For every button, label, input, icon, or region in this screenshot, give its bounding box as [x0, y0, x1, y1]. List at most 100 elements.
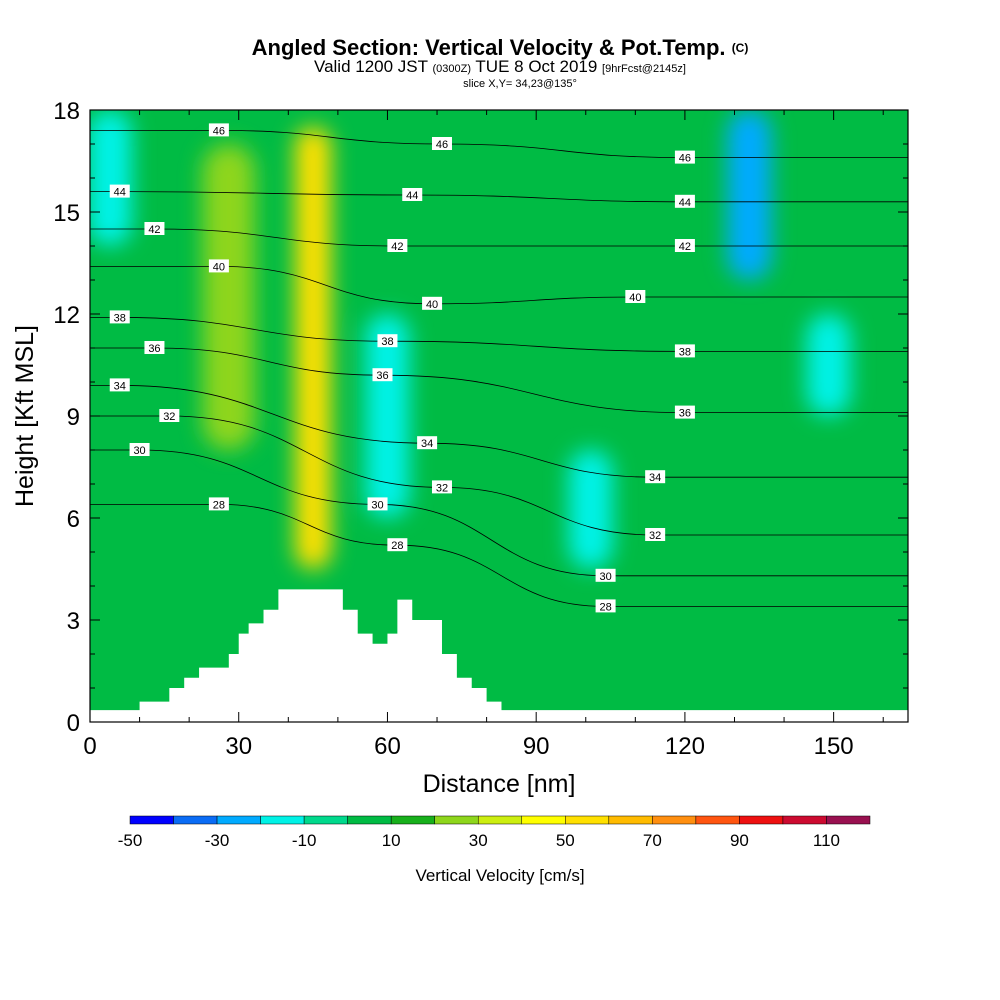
isentrope-label-text: 28 [599, 601, 611, 613]
forecast-info: [9hrFcst@2145z] [602, 63, 686, 75]
isentrope-label-38: 38 [377, 334, 398, 348]
isentrope-label-text: 30 [599, 571, 611, 583]
updraft-cell-1 [202, 144, 255, 450]
valid-date: TUE 8 Oct 2019 [475, 57, 598, 76]
y-tick-label: 3 [67, 608, 80, 635]
isentrope-label-text: 28 [391, 540, 403, 552]
isentrope-label-34: 34 [645, 470, 666, 484]
isentrope-label-40: 40 [625, 290, 646, 304]
colorbar-tick-label: 90 [730, 831, 749, 850]
isentrope-label-44: 44 [402, 188, 423, 202]
x-tick-label: 90 [523, 733, 550, 760]
y-tick-label: 6 [67, 506, 80, 533]
colorbar-tick-label: 10 [382, 831, 401, 850]
colorbar-swatch [477, 815, 523, 825]
valid-prefix: Valid 1200 JST [314, 57, 428, 76]
isentrope-label-text: 38 [679, 346, 691, 358]
colorbar-tick-label: 30 [469, 831, 488, 850]
isentrope-label-text: 38 [381, 336, 393, 348]
title-unit: (C) [731, 41, 749, 55]
x-tick-label: 30 [225, 733, 252, 760]
colorbar-tick-label: -10 [292, 831, 317, 850]
colorbar-swatch [652, 815, 697, 825]
title-main: Angled Section: Vertical Velocity & Pot.… [251, 35, 726, 60]
y-tick-label: 18 [53, 98, 80, 125]
isentrope-label-32: 32 [431, 480, 452, 494]
x-tick-label: 60 [374, 733, 401, 760]
isentrope-label-30: 30 [129, 443, 150, 457]
y-tick-label: 12 [53, 302, 80, 329]
colorbar-swatch [216, 815, 261, 825]
isentrope-label-40: 40 [208, 259, 229, 273]
isentrope-label-text: 34 [114, 380, 126, 392]
isentrope-label-text: 32 [163, 411, 175, 423]
colorbar-swatch [390, 815, 435, 825]
colorbar: -50 -30 -10 10 30 50 70 90 110 Vertical Velocity … [118, 815, 871, 885]
isentrope-label-46: 46 [674, 150, 695, 165]
isentrope-label-36: 36 [674, 405, 695, 420]
slice-info: slice X,Y= 34,23@135° [463, 78, 577, 90]
isentrope-label-34: 34 [109, 378, 130, 392]
colorbar-swatch [521, 815, 566, 825]
isentrope-label-42: 42 [387, 239, 408, 253]
colorbar-swatch [303, 815, 348, 825]
isentrope-label-text: 44 [679, 197, 691, 209]
x-tick-label: 0 [83, 733, 96, 760]
isentrope-label-text: 40 [629, 292, 641, 304]
title-block: Angled Section: Vertical Velocity & Pot.… [0, 35, 1000, 91]
isentrope-label-text: 32 [436, 482, 448, 494]
isentrope-label-text: 42 [391, 241, 403, 253]
downdraft-cell-5 [806, 314, 851, 416]
colorbar-swatch [826, 815, 871, 825]
x-tick-label: 150 [814, 733, 854, 760]
downdraft-cell-4 [727, 110, 772, 280]
isentrope-label-text: 40 [426, 299, 438, 311]
isentrope-label-text: 30 [371, 499, 383, 511]
isentrope-label-44: 44 [674, 194, 695, 209]
isentrope-label-text: 38 [114, 312, 126, 324]
isentrope-label-text: 42 [148, 224, 160, 236]
colorbar-swatch [695, 815, 740, 825]
colorbar-swatch [739, 815, 784, 825]
isentrope-label-32: 32 [159, 409, 180, 423]
colorbar-swatch [260, 815, 305, 825]
isentrope-label-text: 28 [213, 499, 225, 511]
isentrope-label-text: 42 [679, 241, 691, 253]
isentrope-label-28: 28 [595, 599, 616, 613]
colorbar-tick-label: 110 [813, 831, 840, 850]
y-tick-label: 15 [53, 200, 80, 227]
isentrope-30 [90, 449, 908, 577]
isentrope-label-42: 42 [144, 222, 165, 236]
colorbar-tick-label: -50 [118, 831, 143, 850]
isentrope-label-46: 46 [208, 123, 229, 137]
colorbar-swatch [782, 815, 827, 825]
isentrope-label-28: 28 [208, 497, 229, 511]
isentrope-label-text: 36 [148, 343, 160, 355]
isentrope-label-30: 30 [595, 568, 616, 583]
isentrope-label-text: 34 [649, 472, 661, 484]
isentrope-label-36: 36 [372, 368, 393, 382]
isentrope-label-34: 34 [417, 436, 438, 450]
downdraft-cell-3 [568, 450, 613, 569]
isentrope-label-46: 46 [431, 137, 452, 151]
colorbar-tick-label: 50 [556, 831, 575, 850]
colorbar-title: Vertical Velocity [cm/s] [415, 866, 584, 885]
isentrope-40 [90, 265, 908, 305]
y-tick-label: 0 [67, 710, 80, 737]
isentrope-label-28: 28 [387, 538, 408, 552]
isentrope-label-36: 36 [144, 341, 165, 355]
x-axis-label: Distance [nm] [423, 770, 576, 798]
valid-time: Valid 1200 JST (0300Z) TUE 8 Oct 2019 [9… [0, 58, 1000, 78]
colorbar-swatch [347, 815, 392, 825]
isentrope-label-30: 30 [367, 497, 388, 511]
isentrope-34 [90, 384, 908, 478]
isentrope-label-32: 32 [645, 528, 666, 542]
isentrope-label-text: 40 [213, 261, 225, 273]
isentrope-28 [90, 503, 908, 607]
isentrope-label-text: 46 [213, 125, 225, 137]
isentrope-label-42: 42 [674, 239, 695, 253]
colorbar-swatch [608, 815, 653, 825]
colorbar-swatch [565, 815, 610, 825]
isentrope-label-text: 44 [406, 190, 418, 202]
